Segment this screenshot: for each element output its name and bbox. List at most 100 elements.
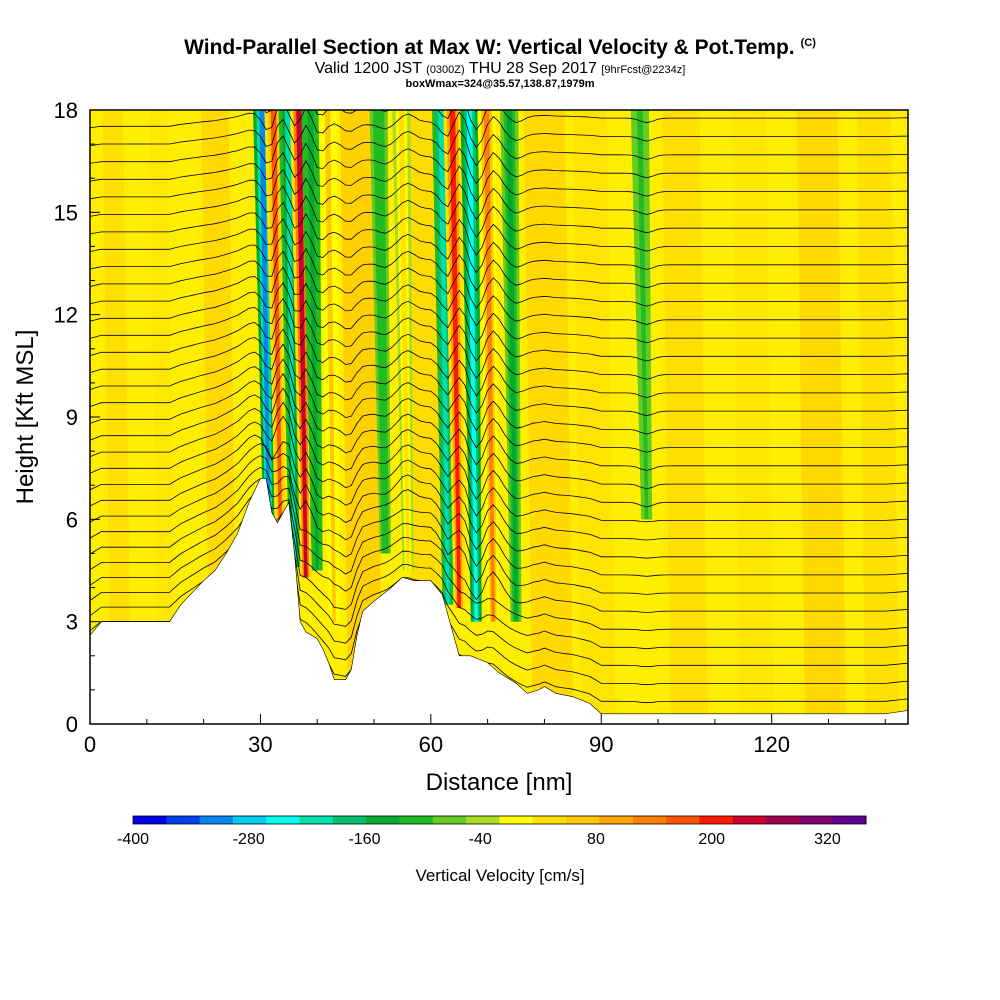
axes: 0 30 60 90 120 0 3 6 9 12 15 18 bbox=[54, 98, 886, 757]
colorbar-swatch-4 bbox=[266, 816, 301, 824]
theta-contour-9 bbox=[90, 443, 908, 541]
colorbar-swatch-20 bbox=[799, 816, 834, 824]
theta-contour-31 bbox=[90, 110, 908, 149]
theta-contour-6 bbox=[90, 478, 908, 595]
chart-box-info: boxWmax=324@35.57,138.87,1979m bbox=[405, 78, 595, 90]
theta-contour-28 bbox=[90, 152, 908, 203]
theta-contour-14 bbox=[90, 373, 908, 453]
colorbar-tick-label--400: -400 bbox=[117, 831, 149, 848]
colorbar-swatch-0 bbox=[133, 816, 167, 824]
colorbar-frame bbox=[132, 815, 867, 825]
theta-contour-30 bbox=[90, 118, 908, 167]
y-tick-label-12: 12 bbox=[54, 303, 78, 328]
background-shade-9 bbox=[796, 110, 847, 724]
theta-contour-19 bbox=[90, 297, 908, 362]
velocity-band-1-2 bbox=[270, 110, 283, 520]
theta-contour-23 bbox=[90, 234, 908, 292]
y-tick-label-3: 3 bbox=[66, 610, 78, 635]
velocity-band-7-2 bbox=[398, 110, 410, 571]
theta-contour-7 bbox=[90, 466, 908, 577]
x-tick-label-0: 0 bbox=[84, 732, 96, 757]
colorbar-tick-label-320: 320 bbox=[814, 831, 841, 848]
velocity-band-9-2 bbox=[449, 110, 461, 609]
theta-contour-27 bbox=[90, 168, 908, 221]
colorbar-label: Vertical Velocity [cm/s] bbox=[415, 866, 584, 885]
theta-contour-17 bbox=[90, 328, 908, 398]
colorbar-swatch-3 bbox=[232, 816, 267, 824]
y-tick-label-9: 9 bbox=[66, 405, 78, 430]
colorbar-tick-label-80: 80 bbox=[587, 831, 605, 848]
colorbar-tick-label--160: -160 bbox=[348, 831, 380, 848]
colorbar-swatch-11 bbox=[499, 816, 534, 824]
velocity-band-11-2 bbox=[483, 110, 496, 622]
theta-contour-32 bbox=[90, 110, 908, 131]
background-shade-7 bbox=[662, 110, 709, 724]
velocity-band-6-2 bbox=[375, 110, 388, 554]
y-tick-label-0: 0 bbox=[66, 712, 78, 737]
velocity-band-4-2 bbox=[307, 110, 319, 571]
y-tick-label-18: 18 bbox=[54, 98, 78, 123]
theta-contour-33 bbox=[474, 110, 478, 113]
x-tick-label-90: 90 bbox=[589, 732, 613, 757]
colorbar-tick-label--280: -280 bbox=[233, 831, 265, 848]
y-tick-label-6: 6 bbox=[66, 507, 78, 532]
x-tick-label-60: 60 bbox=[419, 732, 443, 757]
theta-contour-15 bbox=[90, 358, 908, 435]
theta-contour-26 bbox=[90, 185, 908, 238]
y-tick-label-15: 15 bbox=[54, 200, 78, 225]
colorbar-swatch-16 bbox=[666, 816, 700, 824]
copyright-mark: (C) bbox=[800, 37, 816, 49]
velocity-band-5-2 bbox=[324, 110, 336, 622]
chart-title: Wind-Parallel Section at Max W: Vertical… bbox=[184, 36, 816, 59]
colorbar-swatch-21 bbox=[832, 816, 867, 824]
background-shade-10 bbox=[856, 110, 900, 724]
background-shade-8 bbox=[731, 110, 775, 724]
terrain-polygon bbox=[90, 478, 908, 724]
colorbar-swatch-8 bbox=[399, 816, 434, 824]
colorbar-swatch-19 bbox=[766, 816, 800, 824]
background-shade-6 bbox=[572, 110, 616, 724]
theta-contour-12 bbox=[90, 401, 908, 490]
colorbar-swatch-15 bbox=[632, 816, 667, 824]
x-tick-label-30: 30 bbox=[248, 732, 272, 757]
theta-contour-16 bbox=[90, 343, 908, 417]
colorbar-swatch-6 bbox=[332, 816, 367, 824]
theta-contour-21 bbox=[90, 266, 908, 327]
colorbar-swatch-14 bbox=[599, 816, 634, 824]
velocity-band-12-2 bbox=[506, 110, 518, 622]
background-shade-0 bbox=[102, 110, 132, 724]
theta-contour-25 bbox=[90, 201, 908, 256]
theta-contour-29 bbox=[90, 135, 908, 185]
colorbar-swatch-2 bbox=[199, 816, 234, 824]
theta-contour-5 bbox=[90, 489, 908, 613]
terrain-mask bbox=[90, 478, 908, 724]
colorbar-tick-label-200: 200 bbox=[698, 831, 725, 848]
theta-contour-10 bbox=[90, 434, 908, 523]
y-axis-label: Height [Kft MSL] bbox=[12, 330, 39, 505]
colorbar-swatch-10 bbox=[466, 816, 500, 824]
theta-contour-20 bbox=[90, 282, 908, 345]
colorbar-swatch-18 bbox=[732, 816, 767, 824]
velocity-band-3-2 bbox=[296, 110, 308, 578]
colorbar-swatch-5 bbox=[299, 816, 334, 824]
colorbar-swatch-1 bbox=[166, 816, 201, 824]
colorbar-swatch-9 bbox=[432, 816, 467, 824]
x-axis-label: Distance [nm] bbox=[426, 769, 573, 796]
x-tick-label-120: 120 bbox=[753, 732, 790, 757]
theta-contour-3 bbox=[90, 509, 908, 650]
colorbar-swatch-17 bbox=[699, 816, 734, 824]
theta-contour-4 bbox=[90, 499, 908, 632]
background-shade-1 bbox=[149, 110, 176, 724]
colorbar-tick-label--40: -40 bbox=[469, 831, 492, 848]
background-shade-5 bbox=[523, 110, 574, 724]
velocity-band-10-2 bbox=[466, 110, 478, 622]
chart-subtitle: Valid 1200 JST (0300Z) THU 28 Sep 2017 [… bbox=[314, 60, 686, 77]
background-shade-3 bbox=[339, 110, 383, 724]
colorbar: -400 -280 -160 -40 80 200 320 bbox=[117, 815, 867, 848]
theta-contour-24 bbox=[90, 218, 908, 274]
theta-contour-13 bbox=[90, 387, 908, 471]
colorbar-swatch-7 bbox=[366, 816, 401, 824]
colorbar-swatch-13 bbox=[566, 816, 600, 824]
